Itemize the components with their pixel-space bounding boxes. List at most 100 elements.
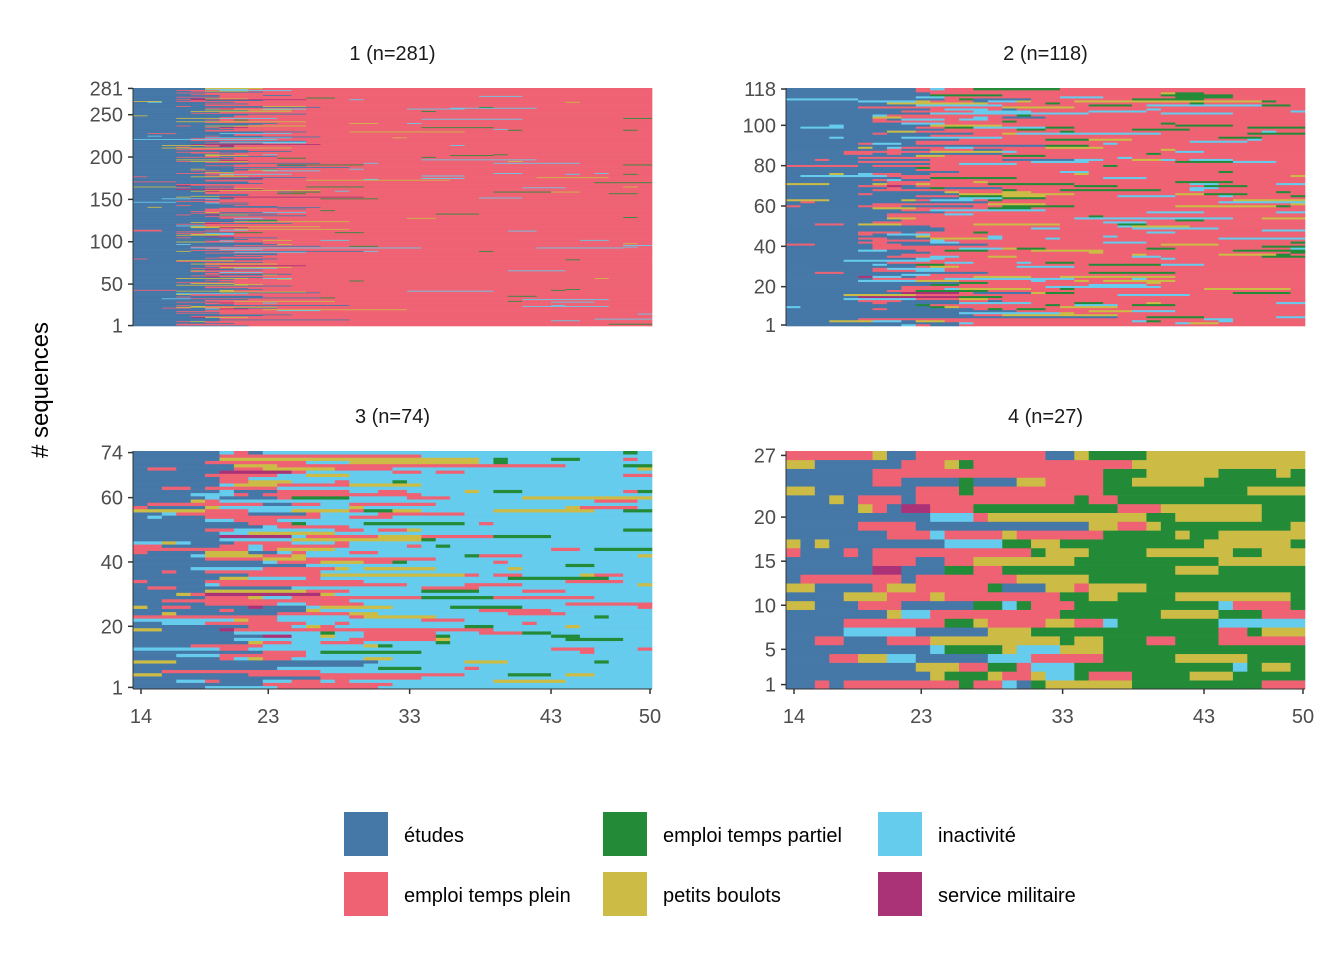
spell-tp — [349, 550, 379, 555]
spell-etudes — [786, 223, 816, 226]
spell-pb — [363, 615, 437, 619]
spell-tp — [219, 159, 422, 161]
spell-tpart — [565, 288, 581, 290]
spell-tpart — [987, 583, 1003, 593]
spell-inact — [1276, 182, 1306, 186]
spell-pb — [1016, 477, 1046, 487]
panel-title: 1 (n=281) — [349, 43, 435, 65]
spell-pb — [262, 309, 408, 311]
spell-tp — [872, 132, 888, 135]
spell-inact — [930, 530, 945, 540]
spell-tp — [190, 184, 653, 186]
spell-tp — [205, 499, 220, 503]
spell-tp — [786, 451, 873, 461]
spell-etudes — [133, 237, 235, 240]
spell-etudes — [133, 257, 206, 259]
spell-etudes — [786, 245, 873, 248]
spell-tp — [262, 178, 364, 180]
spell-pb — [637, 582, 653, 587]
spell-etudes — [133, 227, 220, 229]
spell-inact — [277, 309, 321, 312]
spell-etudes — [133, 631, 235, 635]
spell-etudes — [133, 193, 249, 196]
spell-inact — [205, 232, 235, 234]
spell-inact — [959, 301, 1032, 305]
spell-etudes — [133, 125, 177, 127]
spell-etudes — [133, 191, 206, 193]
spell-inact — [1146, 104, 1263, 107]
spell-tp — [959, 305, 1061, 309]
spell-tpart — [1088, 104, 1133, 107]
spell-tp — [205, 264, 653, 266]
spell-etudes — [133, 128, 235, 130]
spell-tp — [205, 557, 264, 561]
spell-tpart — [1247, 126, 1306, 129]
spell-tp — [1218, 227, 1306, 230]
spell-tp — [277, 155, 653, 157]
spell-pb — [565, 672, 595, 677]
spell-pb — [1132, 477, 1205, 487]
spell-inact — [786, 305, 801, 309]
spell-etudes — [786, 267, 873, 270]
spell-tp — [190, 112, 653, 114]
spell-tp — [1146, 221, 1306, 224]
spell-tp — [205, 93, 653, 95]
spell-pb — [930, 150, 1003, 153]
spell-tp — [973, 321, 1176, 325]
spell-tp — [973, 459, 1133, 469]
spell-pb — [915, 235, 931, 238]
spell-tp — [930, 609, 1061, 619]
spell-etudes — [205, 99, 264, 102]
spell-etudes — [133, 206, 148, 208]
spell-tp — [262, 242, 653, 244]
spell-etudes — [786, 207, 873, 210]
spell-tp — [1074, 291, 1234, 295]
spell-tp — [248, 151, 653, 153]
legend-swatch — [344, 812, 388, 856]
spell-tp — [930, 134, 1306, 137]
spell-tpart — [973, 231, 989, 234]
spell-tp — [205, 209, 653, 211]
spell-inact — [1031, 662, 1075, 672]
spell-pb — [291, 537, 422, 542]
spell-tp — [973, 512, 989, 522]
spell-inact — [522, 187, 566, 189]
spell-tp — [176, 92, 653, 94]
spell-tpart — [291, 191, 321, 193]
spell-etudes — [133, 250, 177, 252]
spell-tp — [262, 88, 653, 90]
spell-etudes — [190, 486, 206, 490]
spell-inact — [1132, 309, 1176, 313]
spell-tp — [277, 302, 653, 304]
spell-tp — [277, 213, 437, 215]
spell-tpart — [1218, 609, 1263, 619]
spell-etudes — [190, 304, 350, 306]
spell-tp — [205, 460, 307, 465]
spell-pb — [930, 636, 1061, 646]
spell-inact — [392, 467, 638, 471]
spell-etudes — [133, 280, 220, 282]
spell-etudes — [133, 133, 235, 135]
spell-tp — [306, 165, 653, 167]
spell-tp — [262, 566, 336, 571]
spell-tp — [565, 270, 653, 272]
spell-etudes — [133, 210, 191, 212]
spell-tp — [1031, 301, 1075, 305]
spell-tp — [219, 313, 638, 315]
spell-etudes — [843, 495, 859, 505]
spell-pb — [233, 228, 350, 230]
spell-tp — [291, 94, 653, 96]
spell-pb — [190, 176, 249, 178]
spell-inact — [262, 170, 321, 172]
spell-etudes — [133, 116, 220, 118]
spell-tp — [1276, 160, 1306, 163]
spell-inact — [507, 560, 653, 564]
spell-tp — [205, 241, 653, 243]
spell-tpart — [623, 451, 638, 455]
spell-tp — [987, 618, 1046, 628]
spell-tp — [1002, 299, 1306, 303]
spell-inact — [579, 624, 653, 629]
spell-tp — [147, 502, 264, 506]
spell-pb — [176, 592, 191, 597]
spell-pb — [190, 499, 206, 503]
